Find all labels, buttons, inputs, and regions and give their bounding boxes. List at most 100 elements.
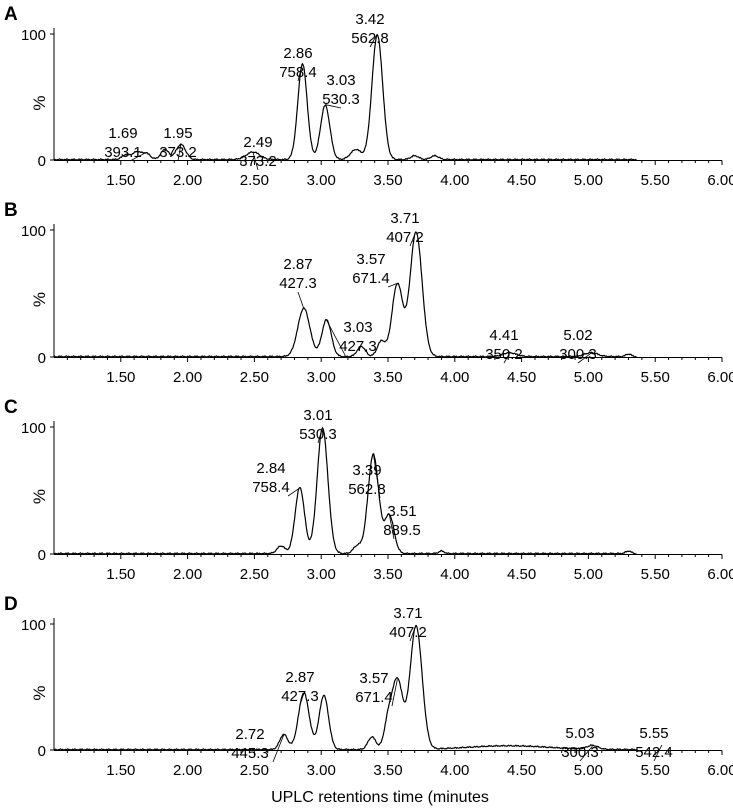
peak-label-rt: 5.55 xyxy=(639,725,668,742)
chromatogram-trace xyxy=(53,231,637,358)
peak-label-mz: 427.3 xyxy=(279,275,317,292)
peak-leader-line xyxy=(409,625,417,642)
y-tick-label: 100 xyxy=(21,420,46,437)
peak-leader-line xyxy=(272,734,285,763)
x-tick-label: 4.00 xyxy=(440,566,469,583)
peak-label-rt: 2.84 xyxy=(256,460,285,477)
y-tick-label: 0 xyxy=(38,743,46,760)
peak-label-rt: 3.71 xyxy=(390,210,419,227)
panel-letter: D xyxy=(4,594,18,615)
x-tick-label: 2.50 xyxy=(240,172,269,189)
peak-label-mz: 889.5 xyxy=(383,522,421,539)
peak-label-mz: 671.4 xyxy=(352,270,390,287)
peak-leader-line xyxy=(579,745,593,762)
peak-leader-line xyxy=(252,152,259,171)
peak-label-rt: 3.01 xyxy=(303,407,332,424)
peak-label-mz: 350.2 xyxy=(485,346,523,363)
peak-leader-line xyxy=(326,319,346,356)
x-tick-label: 3.00 xyxy=(307,369,336,386)
peak-label-mz: 373.2 xyxy=(159,144,197,161)
x-tick-label: 4.00 xyxy=(440,172,469,189)
x-tick-label: 2.50 xyxy=(240,369,269,386)
peak-leader-line xyxy=(503,352,510,364)
x-tick-label: 2.00 xyxy=(173,369,202,386)
panel-c: C% 100 0 1.50 2.00 2.50 3.00 3.50 4.00 4.50 5.00 5.… xyxy=(4,397,733,583)
panel-letter: A xyxy=(4,4,18,25)
peak-label-mz: 407.2 xyxy=(389,624,427,641)
peak-label-mz: 542.4 xyxy=(635,744,673,761)
peak-label-mz: 758.4 xyxy=(279,64,317,81)
peak-leader-line xyxy=(287,487,301,497)
peak-label-rt: 3.42 xyxy=(355,11,384,28)
peak-label-mz: 407.2 xyxy=(386,229,424,246)
peak-label-rt: 5.03 xyxy=(565,725,594,742)
peak-label-rt: 1.95 xyxy=(163,125,192,142)
x-tick-label: 4.50 xyxy=(507,762,536,779)
peak-leader-line xyxy=(297,62,303,82)
x-tick-label: 5.00 xyxy=(574,172,603,189)
x-tick-label: 2.00 xyxy=(173,762,202,779)
panel-letter: B xyxy=(4,200,18,221)
y-axis-label: % xyxy=(30,292,49,307)
peak-label-mz: 562.8 xyxy=(348,481,386,498)
peak-label-rt: 2.72 xyxy=(235,726,264,743)
x-tick-label: 1.50 xyxy=(106,369,135,386)
panel-a: A% 100 0 1.50 2.00 2.50 3.00 3.50 4.00 4.50 5.00 5.… xyxy=(4,4,733,189)
y-axis-label: % xyxy=(30,95,49,110)
peak-label-mz: 562.8 xyxy=(351,30,389,47)
y-tick-label: 100 xyxy=(21,223,46,240)
peak-label-rt: 3.03 xyxy=(343,319,372,336)
peak-leader-line xyxy=(388,514,395,540)
x-tick-label: 6.00 xyxy=(707,172,733,189)
x-tick-label: 1.50 xyxy=(106,172,135,189)
peak-label-rt: 4.41 xyxy=(489,327,518,344)
y-tick-label: 0 xyxy=(38,350,46,367)
x-tick-label: 5.00 xyxy=(574,566,603,583)
peak-leader-line xyxy=(391,679,398,707)
peak-leader-line xyxy=(653,744,663,762)
peak-label-rt: 3.03 xyxy=(326,72,355,89)
peak-label-mz: 300.3 xyxy=(561,744,599,761)
peak-label-mz: 530.3 xyxy=(299,426,337,443)
x-tick-label: 6.00 xyxy=(707,369,733,386)
y-axis-label: % xyxy=(30,489,49,504)
peak-label-mz: 427.3 xyxy=(339,338,377,355)
x-tick-label: 5.50 xyxy=(641,762,670,779)
peak-leader-line xyxy=(299,693,305,706)
x-tick-label: 3.50 xyxy=(373,172,402,189)
peak-label-rt: 2.87 xyxy=(283,256,312,273)
peak-label-rt: 5.02 xyxy=(563,327,592,344)
y-tick-label: 0 xyxy=(38,153,46,170)
peak-label-mz: 758.4 xyxy=(252,479,290,496)
x-tick-label: 5.50 xyxy=(641,172,670,189)
chromatogram-trace xyxy=(53,34,637,161)
peak-label-rt: 3.39 xyxy=(352,462,381,479)
y-tick-label: 0 xyxy=(38,547,46,564)
x-tick-label: 2.50 xyxy=(240,762,269,779)
panel-b: B% 100 0 1.50 2.00 2.50 3.00 3.50 4.00 4.50 5.00 5.… xyxy=(4,200,733,386)
peak-leader-line xyxy=(577,352,592,364)
chromatogram-trace xyxy=(53,427,637,555)
x-tick-label: 5.00 xyxy=(574,762,603,779)
panel-d: D% 100 0 1.50 2.00 2.50 3.00 3.50 4.00 4.50 5.00 5.… xyxy=(4,594,733,779)
x-tick-label: 4.50 xyxy=(507,172,536,189)
x-tick-label: 4.00 xyxy=(440,762,469,779)
chromatogram-trace xyxy=(53,624,637,751)
peak-label-mz: 427.3 xyxy=(281,688,319,705)
x-tick-label: 3.50 xyxy=(373,566,402,583)
peak-label-rt: 2.49 xyxy=(243,134,272,151)
x-tick-label: 3.50 xyxy=(373,369,402,386)
peak-label-rt: 3.71 xyxy=(393,605,422,622)
peak-leader-line xyxy=(369,33,378,48)
peak-label-mz: 671.4 xyxy=(355,689,393,706)
peak-leader-line xyxy=(177,143,182,162)
peak-label-mz: 300.3 xyxy=(559,346,597,363)
x-tick-label: 3.50 xyxy=(373,762,402,779)
peak-leader-line xyxy=(325,104,342,109)
x-tick-label: 4.50 xyxy=(507,566,536,583)
peak-label-mz: 373.2 xyxy=(239,153,277,170)
peak-label-mz: 445.3 xyxy=(231,745,269,762)
peak-leader-line xyxy=(129,152,147,162)
x-tick-label: 3.00 xyxy=(307,566,336,583)
